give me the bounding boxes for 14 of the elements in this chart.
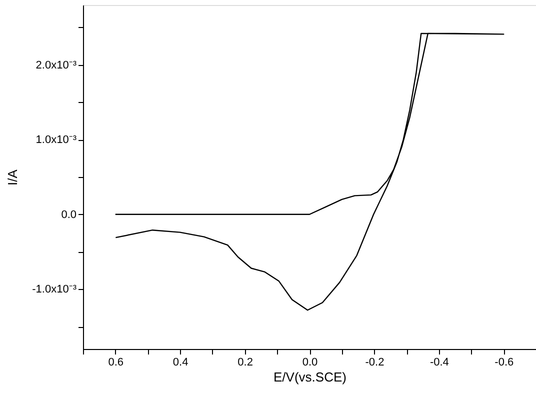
y-tick-label: 0.0 — [61, 208, 76, 221]
x-tick-label: 0.2 — [238, 356, 253, 368]
y-tick-label: -1.0x10⁻³ — [32, 284, 77, 296]
y-tick-label: 1.0x10⁻³ — [36, 134, 77, 146]
x-tick-label: 0.0 — [302, 356, 318, 368]
line-series — [114, 32, 504, 311]
x-axis-title: E/V(vs.SCE) — [274, 370, 346, 384]
y-axis-title: I/A — [5, 169, 20, 186]
x-tick-label: 0.6 — [108, 356, 124, 368]
y-tick-label: 2.0x10⁻³ — [36, 59, 77, 72]
x-tick-label: -0.2 — [365, 356, 384, 368]
x-tick-label: 0.4 — [172, 356, 188, 368]
x-tick-label: -0.4 — [430, 356, 449, 368]
x-tick-label: -0.6 — [494, 356, 514, 368]
